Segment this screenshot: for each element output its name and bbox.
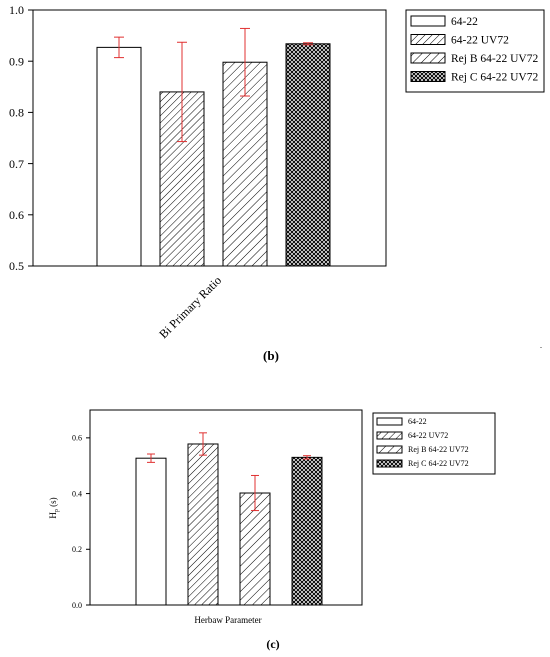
chart-c-y-tick-label: 0.0	[72, 601, 82, 610]
chart-b-error-bar-2	[177, 41, 187, 143]
chart-b-y-tick-label: 1.0	[9, 3, 24, 17]
chart-c-y-tick-label: 0.6	[72, 434, 82, 443]
chart-c-y-axis: 0.0 0.2 0.4 0.6	[72, 434, 90, 610]
chart-c-legend-swatch-2	[376, 431, 403, 440]
chart-c-error-bars	[147, 432, 311, 512]
chart-b-y-axis: 0.5 0.6 0.7 0.8 0.9 1.0	[9, 3, 33, 273]
chart-c-legend-label-2: 64-22 UV72	[408, 431, 448, 440]
chart-c-bars	[135, 443, 323, 606]
chart-b-legend-label-1: 64-22	[451, 16, 478, 28]
chart-b-error-bars	[114, 27, 313, 143]
chart-c-plot-frame	[89, 409, 363, 606]
chart-c-legend-label-1: 64-22	[408, 417, 427, 426]
chart-b-legend-swatch-1	[410, 15, 446, 27]
chart-b-y-tick-label: 0.5	[9, 259, 24, 273]
chart-b-y-tick-label: 0.6	[9, 208, 24, 222]
chart-c-error-bar-1	[147, 453, 155, 463]
figure-c-caption: (c)	[266, 637, 279, 651]
chart-c-y-tick-label: 0.4	[72, 489, 82, 498]
chart-b-plot-frame	[32, 9, 387, 267]
chart-b-legend: 64-22 64-22 UV72 Rej B 64-22 UV72 Rej C 64-…	[405, 9, 545, 93]
chart-b-legend-label-3: Rej B 64-22 UV72	[451, 53, 538, 65]
chart-b-legend-label-2: 64-22 UV72	[451, 35, 509, 47]
chart-c-legend-label-4: Rej C 64-22 UV72	[408, 459, 469, 468]
chart-b-legend-swatch-2	[410, 34, 446, 45]
chart-b-bars	[96, 43, 331, 267]
chart-b-y-tick-label: 0.8	[9, 106, 24, 120]
chart-c-bar-3	[239, 492, 271, 606]
chart-b-y-tick-label: 0.7	[9, 157, 24, 171]
chart-c-bar-2	[187, 443, 219, 606]
chart-b-legend-swatch-3	[410, 52, 446, 64]
chart-c-error-bar-4	[303, 455, 311, 460]
chart-c-legend: 64-22 64-22 UV72 Rej B 64-22 UV72 Rej C 64-…	[372, 412, 496, 475]
chart-c-legend-swatch-1	[376, 417, 403, 426]
chart-c-bar-1	[135, 457, 167, 606]
chart-c: 0.0 0.2 0.4 0.6 Herbaw Parameter Hp (s) 64-…	[48, 409, 496, 625]
chart-c-x-axis-label: Herbaw Parameter	[194, 615, 261, 625]
chart-b-bar-1	[96, 46, 142, 267]
chart-c-legend-label-3: Rej B 64-22 UV72	[408, 445, 469, 454]
chart-c-y-tick-label: 0.2	[72, 545, 82, 554]
chart-b-y-tick-label: 0.9	[9, 54, 24, 68]
chart-b-error-bar-1	[114, 36, 124, 59]
chart-b-legend-swatch-4	[410, 71, 446, 82]
figure-b-caption: (b)	[263, 348, 279, 363]
chart-c-legend-swatch-3	[376, 445, 403, 454]
chart-b-error-bar-4	[303, 42, 313, 46]
stray-mark: .	[540, 341, 542, 350]
chart-c-y-axis-label: Hp (s)	[48, 497, 60, 518]
chart-b-category-label: Bi Primary Ratio	[156, 273, 224, 341]
chart-c-legend-swatch-4	[376, 459, 403, 468]
chart-b-error-bar-3	[240, 27, 250, 97]
chart-c-error-bar-2	[199, 432, 207, 456]
chart-c-error-bar-3	[251, 474, 259, 512]
chart-b: 0.5 0.6 0.7 0.8 0.9 1.0 Bi Primary Ratio 64-2…	[9, 3, 545, 341]
chart-c-bar-4	[291, 456, 323, 606]
chart-b-legend-label-4: Rej C 64-22 UV72	[451, 72, 538, 84]
chart-b-bar-4	[285, 43, 331, 267]
